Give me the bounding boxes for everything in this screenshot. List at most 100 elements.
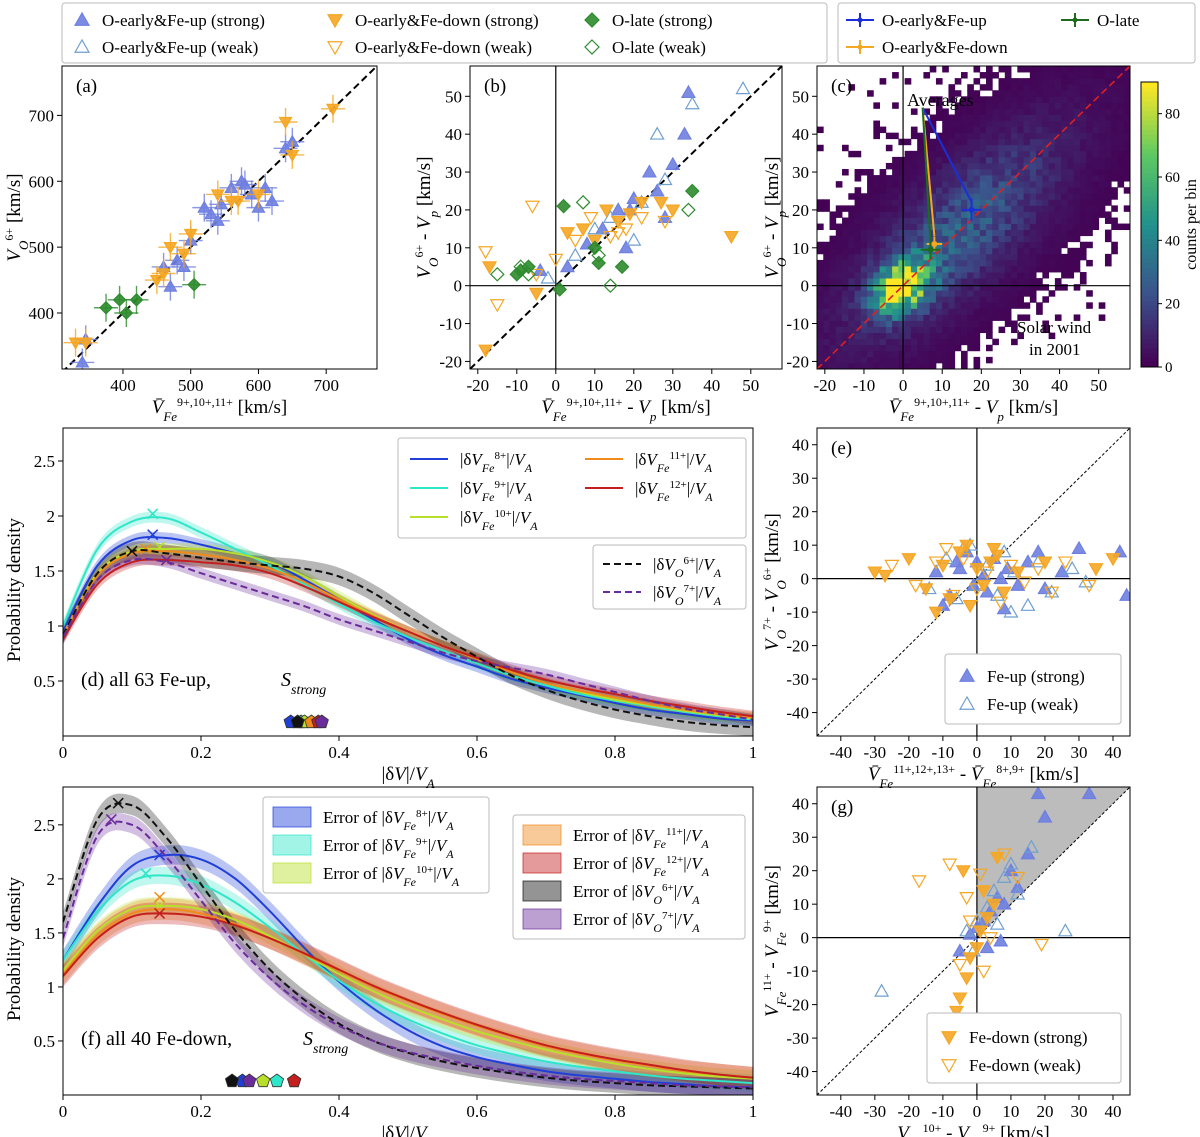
y-tick-label: 2.5 [34,816,55,835]
heatmap-cell [1017,108,1024,115]
heatmap-cell [973,138,981,146]
heatmap-cell [1061,229,1068,237]
label-part: 9+ [983,1121,996,1135]
heatmap-cell [817,332,824,340]
heatmap-cell [854,308,862,315]
heatmap-cell [1004,162,1012,170]
data-point [524,200,540,214]
mean-marker [269,1073,285,1088]
heatmap-cell [935,332,943,340]
heatmap-cell [898,284,906,291]
legend-label: O-late [1097,11,1139,30]
heatmap-cell [923,253,931,261]
heatmap-cell [1042,138,1050,146]
heatmap-cell [1048,144,1056,152]
heatmap-cell [1023,223,1031,231]
heatmap-cell [929,278,937,285]
legend-dot [1072,17,1078,23]
heatmap-cell [1011,205,1018,212]
heatmap-cell [992,90,999,97]
heatmap-cell [967,193,974,200]
heatmap-cell [885,265,893,273]
heatmap-cell [1073,193,1081,200]
heatmap-cell [910,175,918,182]
data-point [326,14,344,29]
heatmap-cell [1061,156,1068,164]
heatmap-cell [992,199,999,206]
mean-marker [287,1073,302,1088]
heatmap-cell [967,96,974,103]
legend-markers: O-early&Fe-up (strong) O-early&Fe-down (s… [61,2,828,64]
data-point [908,579,924,594]
heatmap-cell [923,259,931,267]
heatmap-cell [842,350,849,358]
heatmap-cell [923,120,931,127]
heatmap-cell [1004,108,1012,115]
heatmap-cell [960,108,968,115]
heatmap-cell [1054,90,1062,97]
heatmap-cell [1073,78,1081,85]
heatmap-cell [1079,223,1087,231]
legend-o: |δVO6+|/VA|δVO7+|/VA [592,544,747,610]
heatmap-cell [1029,162,1037,170]
heatmap-cell [892,302,899,309]
heatmap-cell [1067,259,1075,267]
legend: Fe-up (strong)Fe-up (weak) [944,653,1122,725]
annotation-arrow [921,107,973,203]
heatmap-cell [923,302,931,309]
heatmap-cell [873,338,880,346]
heatmap-cell [1086,156,1093,164]
colorbar-segment [1141,352,1158,358]
heatmap-cell [1123,223,1130,231]
heatmap-cell [1017,90,1024,97]
x-tick-label: 0.8 [604,743,625,762]
heatmap-cell [1017,120,1024,127]
heatmap-cell [973,193,981,200]
heatmap-cell [992,126,999,134]
heatmap-cell [1004,247,1012,255]
heatmap-cell [923,362,931,369]
heatmap-cell [1104,96,1112,103]
heatmap-cell [848,247,855,255]
heatmap-cell [1004,96,1012,103]
heatmap-cell [1029,278,1037,285]
data-point [610,215,626,229]
heatmap-cell [948,217,956,224]
heatmap-cell [860,169,868,176]
heatmap-cell [1036,126,1043,134]
data-point [278,116,293,130]
heatmap-cell [979,211,987,218]
heatmap-cell [1079,211,1087,218]
heatmap-cell [867,217,874,224]
heatmap-cell [1011,211,1018,218]
heatmap-cell [1011,217,1018,224]
heatmap-cell [904,162,912,170]
heatmap-cell [929,126,937,134]
x-tick-label: 10 [586,376,603,395]
peak-marker [126,545,138,557]
heatmap-cell [1011,162,1018,170]
legend-label: Fe-down (weak) [969,1056,1081,1075]
heatmap-cell [823,259,830,267]
heatmap-cell [867,344,874,352]
heatmap-cell [1054,211,1062,218]
heatmap-cell [935,205,943,212]
heatmap-cell [1036,235,1043,243]
heatmap-cell [835,181,843,188]
heatmap-cell [1004,229,1012,237]
y-tick-label: 400 [29,304,55,323]
heatmap-cell [854,356,862,364]
heatmap-cell [879,235,887,243]
heatmap-cell [942,108,949,115]
heatmap-cell [817,265,824,273]
heatmap-cell [973,356,981,364]
heatmap-cell [942,265,949,273]
label-part: Fe [402,819,416,833]
label-part: [km/s] [4,173,25,227]
heatmap-cell [1104,199,1112,206]
heatmap-cell [960,272,968,279]
heatmap-cell [1054,156,1062,164]
heatmap-cell [1011,132,1018,140]
label-part: O [16,240,31,250]
data-point [170,253,185,266]
